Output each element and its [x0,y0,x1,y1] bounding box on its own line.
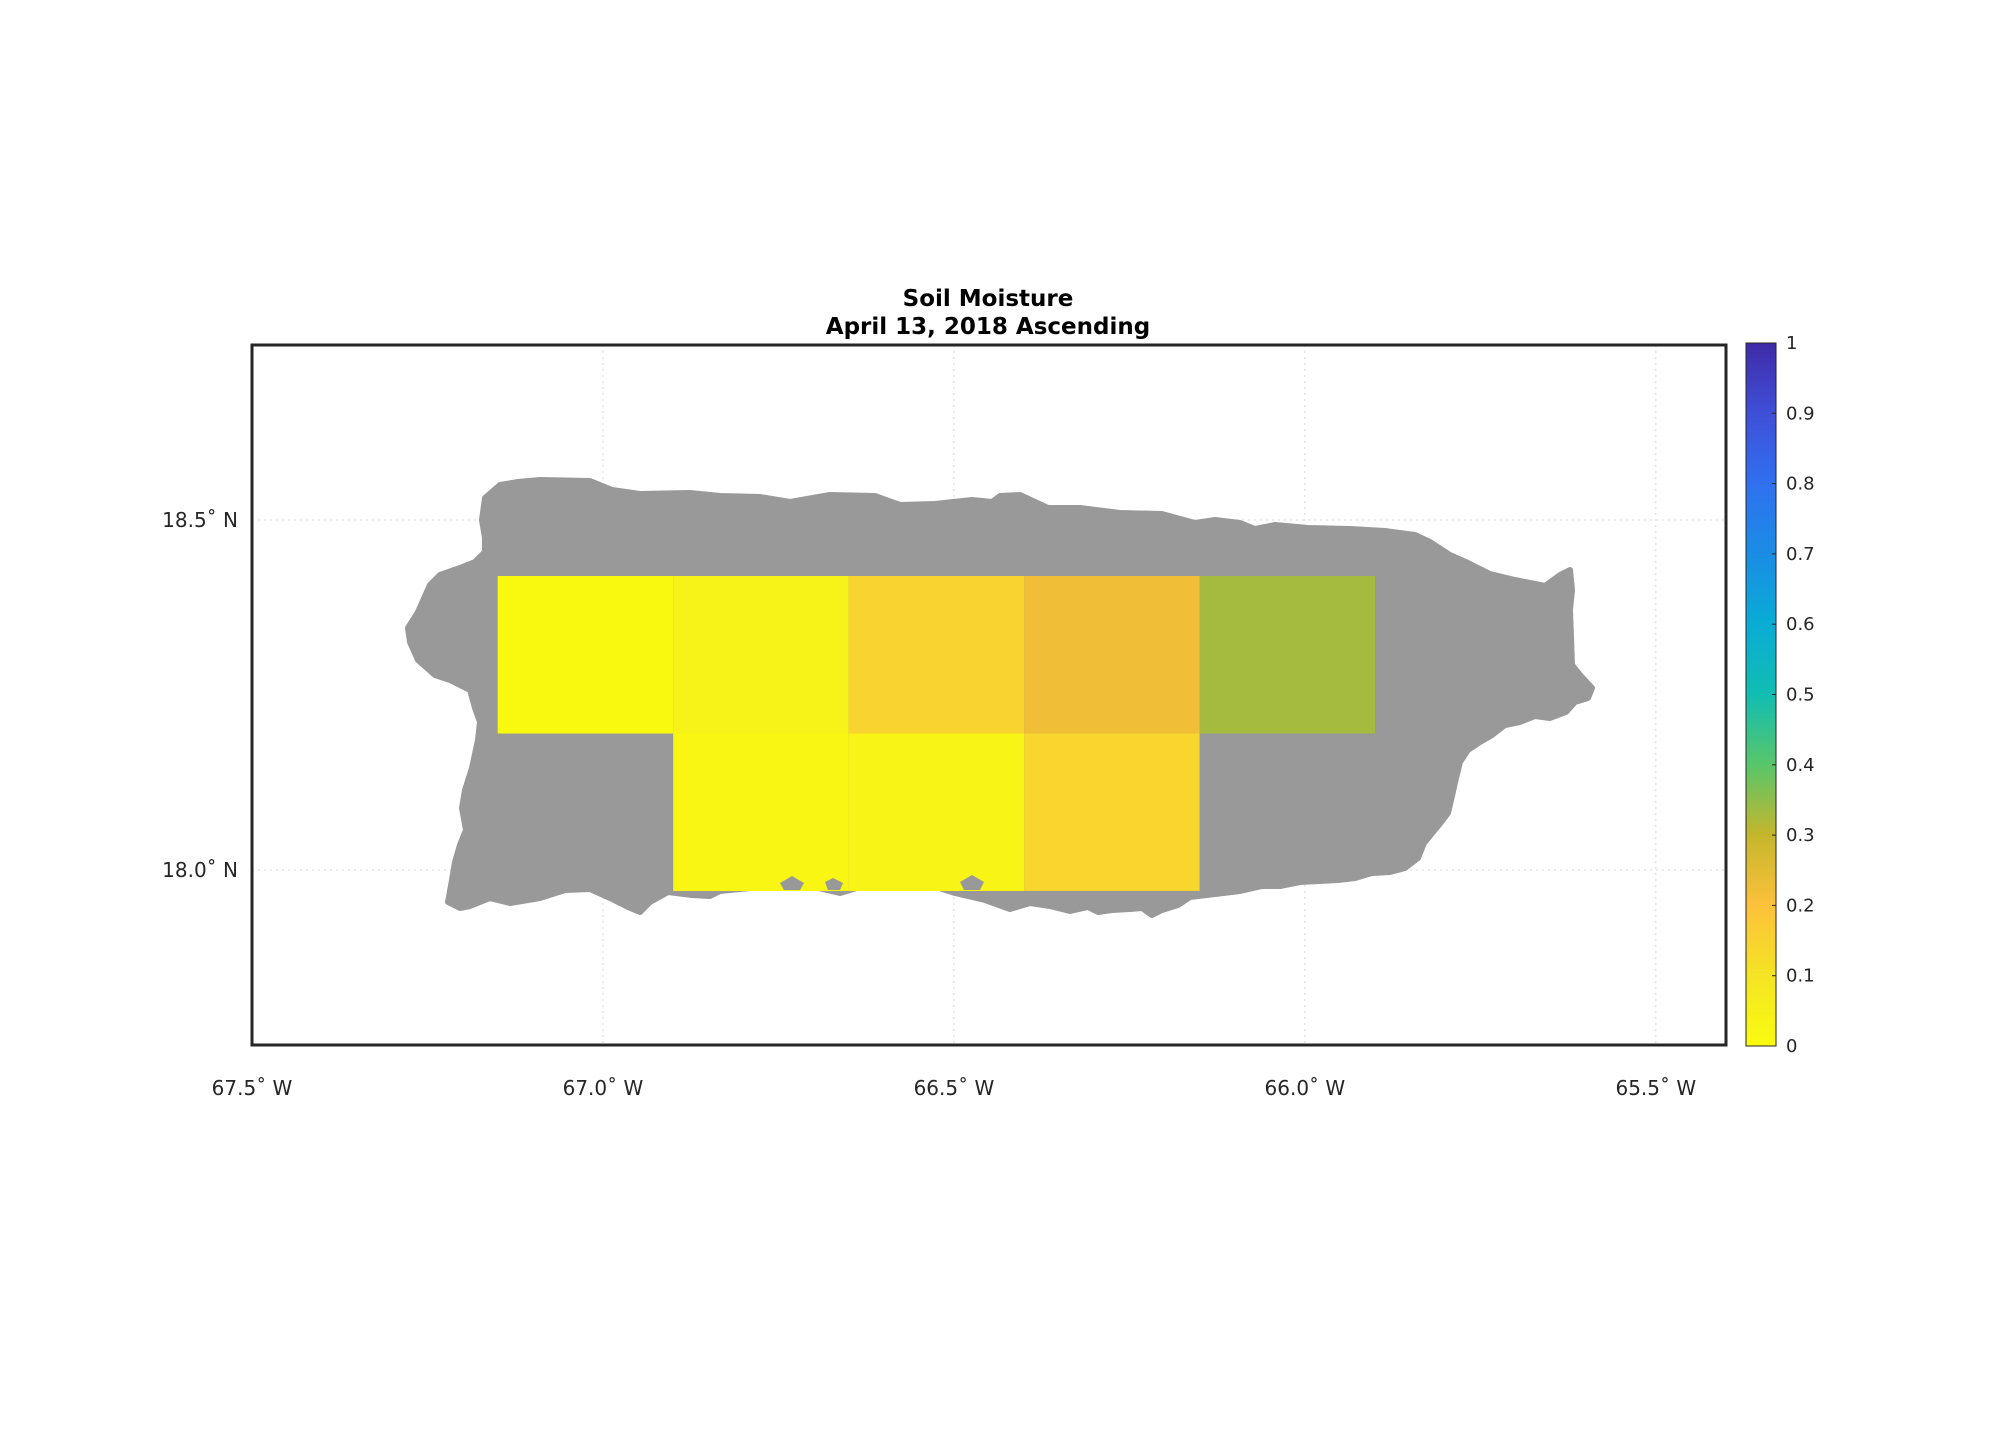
colorbar: 0 0.1 0.2 0.3 0.4 0.5 0.6 0.7 0.8 0.9 1 [1745,333,1815,1057]
x-tick-label: 65.5˚ W [1615,1076,1696,1100]
chart-title: Soil Moisture [903,286,1074,312]
x-tick-label: 67.5˚ W [212,1076,293,1100]
colorbar-tick-label: 0.1 [1786,966,1815,987]
y-axis-ticks: 18.5˚ N 18.0˚ N [162,508,238,882]
colorbar-tick-label: 0.5 [1786,685,1815,706]
soil-moisture-cell-6 [673,733,849,891]
x-axis-ticks: 67.5˚ W 67.0˚ W 66.5˚ W 66.0˚ W 65.5˚ W [212,1076,1697,1100]
colorbar-tick-label: 0.7 [1786,544,1815,565]
soil-moisture-cell-4 [1024,576,1200,734]
coast-notches [780,875,984,890]
colorbar-ticks: 0 0.1 0.2 0.3 0.4 0.5 0.6 0.7 0.8 0.9 1 [1772,333,1815,1057]
soil-moisture-cells [497,576,1376,891]
colorbar-tick-label: 0 [1786,1036,1797,1057]
x-tick-label: 67.0˚ W [563,1076,644,1100]
soil-moisture-cell-5 [1199,576,1376,734]
colorbar-tick-label: 0.2 [1786,895,1815,916]
colorbar-gradient [1745,342,1777,1047]
y-tick-label: 18.0˚ N [162,858,238,882]
colorbar-tick-label: 0.4 [1786,755,1815,776]
soil-moisture-cell-8 [1024,733,1200,891]
colorbar-tick-label: 0.3 [1786,825,1815,846]
soil-moisture-cell-1 [497,576,674,734]
soil-moisture-cell-7 [848,733,1025,891]
colorbar-tick-label: 0.6 [1786,614,1815,635]
map-plot-area [252,345,1726,1045]
y-tick-label: 18.5˚ N [162,508,238,532]
colorbar-tick-label: 1 [1786,333,1797,354]
soil-moisture-cell-2 [673,576,849,734]
colorbar-tick-label: 0.8 [1786,474,1815,495]
chart-subtitle: April 13, 2018 Ascending [826,314,1150,340]
x-tick-label: 66.5˚ W [914,1076,995,1100]
x-tick-label: 66.0˚ W [1265,1076,1346,1100]
map-frame [250,343,1728,1047]
colorbar-tick-label: 0.9 [1786,403,1815,424]
soil-moisture-cell-3 [848,576,1025,734]
